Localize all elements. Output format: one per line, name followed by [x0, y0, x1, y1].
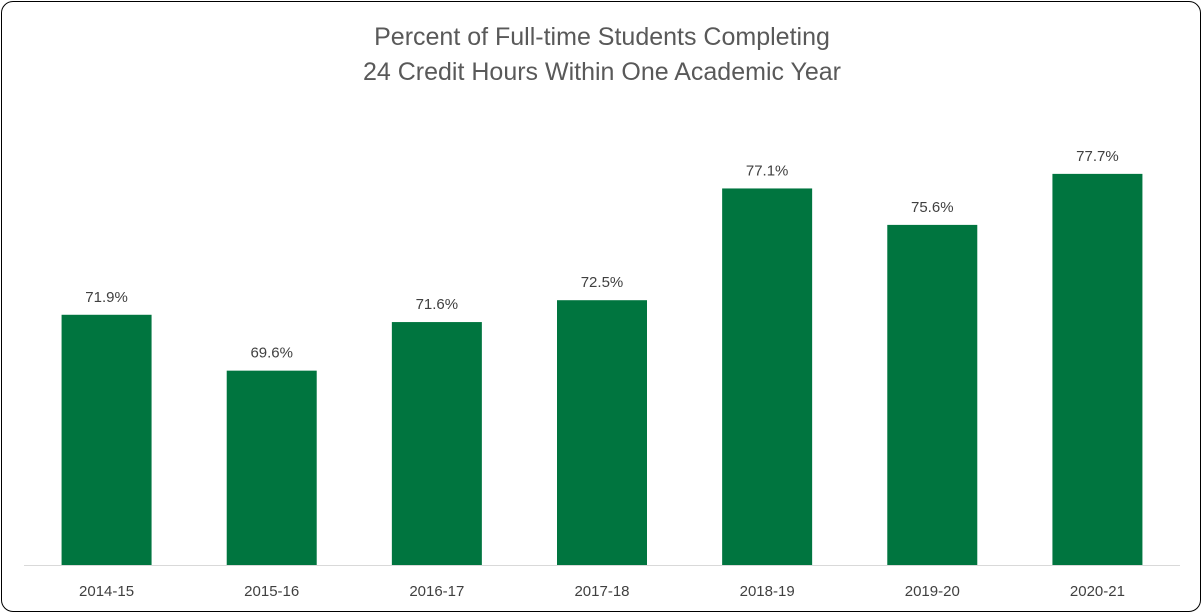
bar-2014-15	[61, 314, 152, 565]
x-tick-label-2016-17: 2016-17	[409, 583, 464, 600]
chart-title: Percent of Full-time Students Completing…	[0, 20, 1204, 90]
x-tick-label-2015-16: 2015-16	[244, 583, 299, 600]
x-tick-label-2019-20: 2019-20	[905, 583, 960, 600]
x-tick-label-2018-19: 2018-19	[740, 583, 795, 600]
bar-2016-17	[391, 322, 482, 565]
x-tick-label-2014-15: 2014-15	[79, 583, 134, 600]
data-label-2017-18: 72.5%	[581, 274, 624, 291]
bar-2018-19	[722, 188, 813, 565]
chart-title-line-2: 24 Credit Hours Within One Academic Year	[362, 58, 841, 86]
x-tick-label-2020-21: 2020-21	[1070, 583, 1125, 600]
bar-2015-16	[226, 370, 317, 565]
bar-2020-21	[1052, 173, 1143, 565]
x-tick-label-2017-18: 2017-18	[574, 583, 629, 600]
data-label-2014-15: 71.9%	[85, 289, 128, 306]
data-label-2016-17: 71.6%	[416, 296, 459, 313]
chart-title-line-1: Percent of Full-time Students Completing	[374, 23, 830, 51]
data-label-2019-20: 75.6%	[911, 199, 954, 216]
data-label-2015-16: 69.6%	[250, 345, 293, 362]
bar-2017-18	[557, 300, 647, 565]
data-label-2020-21: 77.7%	[1076, 148, 1119, 165]
bar-2019-20	[887, 224, 978, 566]
data-label-2018-19: 77.1%	[746, 162, 789, 179]
